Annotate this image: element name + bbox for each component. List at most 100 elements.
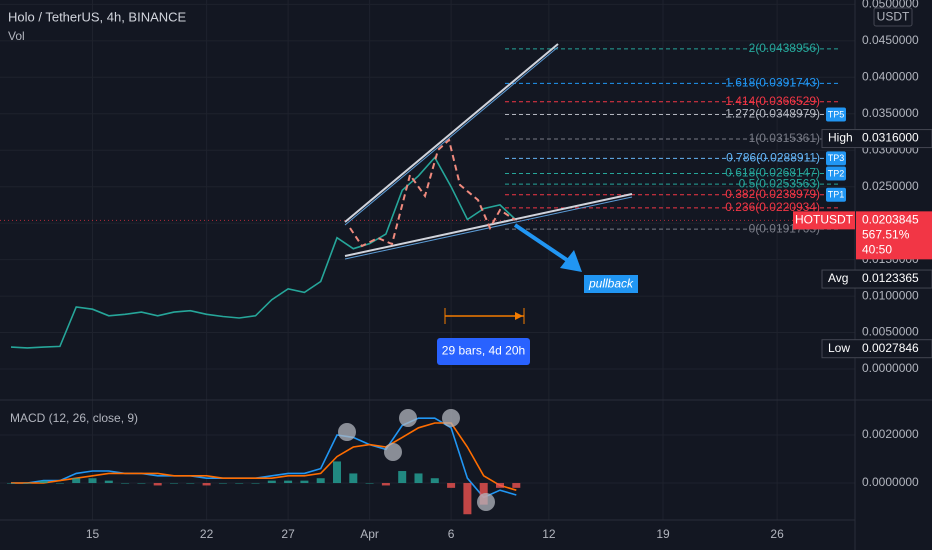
x-tick-label: 6 [448,527,455,541]
last-price-value: 0.0203845 [862,213,919,227]
tp-tag-box [826,166,846,181]
volume-label: Vol [8,29,25,43]
price-tag-value: 0.0123365 [862,271,919,285]
fib-label: 1(0.0315361) [749,131,820,145]
fib-label: 1.618(0.0391743) [725,75,820,89]
fib-label: 0.5(0.0253563) [739,176,820,190]
x-tick-label: 22 [200,527,214,541]
last-price-box [856,211,932,260]
price-axis: 15 22 27 Apr 6 12 19 26 0.0500000 0.0450000 0.0400… [86,0,932,541]
y-tick-label: 0.0250000 [862,179,919,193]
macd-title: MACD (12, 26, close, 9) [10,411,138,425]
fib-label: 0.618(0.0268147) [725,166,820,180]
tp-tag: TP2 [828,168,845,178]
histogram-bar [235,483,244,484]
unit-box [873,7,913,27]
histogram-bar [398,471,407,484]
y-tick-label: 0.0450000 [862,33,919,47]
chart-title: Holo / TetherUS, 4h, BINANCE [8,9,187,24]
y-tick-label: 0.0020000 [862,427,919,441]
last-price-change: 567.51% [862,228,910,242]
highlight-circle [399,409,417,427]
price-tag-box [821,269,932,289]
macd-highlights [338,409,495,511]
histogram-bar [202,483,211,486]
histogram-bar [39,480,48,484]
fib-label: 0.382(0.0238979) [725,187,820,201]
tp-tag: TP3 [828,153,845,163]
tp-tag-box [826,107,846,122]
histogram-bar [153,483,162,486]
tp-tag: TP5 [828,109,845,119]
fib-label: 0.236(0.0220934) [725,200,820,214]
histogram-bar [23,483,32,484]
upper-trendline [344,43,559,223]
x-tick-label: 27 [281,527,295,541]
price-tag-label: Low [828,341,850,355]
arrow-head [560,250,582,272]
histogram-bar [430,478,439,484]
histogram-bar [55,483,64,484]
x-tick-label: 19 [656,527,670,541]
y-tick-label: 0.0350000 [862,106,919,120]
histogram-bar [72,478,81,484]
series-line [11,417,517,499]
last-price-label-box [793,211,855,230]
histogram-bar [7,483,15,484]
last-price-label: HOTUSDT [795,213,854,227]
histogram-bar [218,483,227,484]
fib-label: 2(0.0438956) [749,41,820,55]
histogram-bar [316,478,325,484]
plot: 2(0.0438956) 1.618(0.0391743) 1.414(0.0366… [0,41,855,515]
histogram-bar [349,473,358,484]
tp-tag-box [826,187,846,202]
histogram-bar [251,483,260,484]
histogram-bar [137,483,146,484]
wave-path [349,138,516,248]
tp-tag: TP1 [828,190,845,200]
fib-label: 1.414(0.0366529) [725,94,820,108]
histogram-bar [284,480,293,484]
pullback-box [584,275,638,293]
x-tick-label: 15 [86,527,100,541]
histogram-bar [463,483,472,515]
lower-trendline-edge [344,196,633,260]
highlight-circle [384,443,402,461]
measure-label: 29 bars, 4d 20h [442,344,525,358]
x-tick-label: Apr [360,527,379,541]
histogram-bar [496,483,504,488]
y-tick-label: 0.0000000 [862,361,919,375]
last-price-countdown: 40:50 [862,243,892,257]
price-tag-box [821,339,932,359]
price-tag-value: 0.0316000 [862,131,919,145]
x-tick-label: 12 [542,527,556,541]
fib-label: 0.786(0.0288911) [726,150,820,164]
histogram-bar [186,483,195,484]
bars-measure: 29 bars, 4d 20h [437,308,530,365]
series-line [10,156,517,349]
series-line [11,422,517,491]
axis-unit: USDT [877,10,910,24]
fib-label: 1.272(0.0348979) [725,107,820,121]
grid [0,0,855,520]
measure-box [437,338,530,365]
price-tag-value: 0.0027846 [862,341,919,355]
histogram-bar [381,483,390,486]
histogram-bar [267,480,276,484]
y-tick-label: 0.0050000 [862,325,919,339]
price-tag-label: High [828,131,853,145]
histogram-bar [447,483,456,488]
x-tick-label: 26 [770,527,784,541]
y-tick-label: 0.0000000 [862,475,919,489]
histogram-bar [512,483,521,488]
pullback-arrow: pullback [513,223,638,293]
histogram-bar [88,478,97,484]
price-tag-box [821,129,932,149]
highlight-circle [477,493,495,511]
arrow-shaft [513,223,572,264]
histogram-bar [104,480,113,484]
highlight-circle [338,423,356,441]
upper-trendline-edge [344,46,559,226]
tp-tag-box [826,151,846,166]
